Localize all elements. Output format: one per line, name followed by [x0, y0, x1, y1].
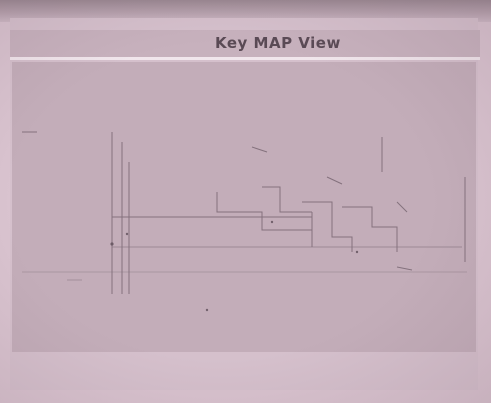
title-underline	[10, 57, 480, 60]
map-dot	[355, 250, 359, 254]
key-map-area	[12, 62, 476, 352]
map-line	[216, 192, 312, 231]
page-title: Key MAP View	[215, 34, 341, 52]
map-dot	[110, 242, 114, 246]
map-line	[396, 266, 413, 271]
map-line	[396, 201, 408, 213]
map-line	[251, 146, 268, 153]
map-dot	[205, 308, 209, 312]
map-line	[342, 206, 398, 252]
title-band	[10, 30, 480, 58]
map-line	[262, 186, 312, 213]
map-line	[302, 201, 353, 252]
page-top-edge	[0, 0, 491, 22]
map-dot	[125, 232, 129, 236]
map-dot	[270, 220, 274, 224]
key-map-drawing	[22, 131, 467, 312]
map-line	[326, 176, 343, 185]
